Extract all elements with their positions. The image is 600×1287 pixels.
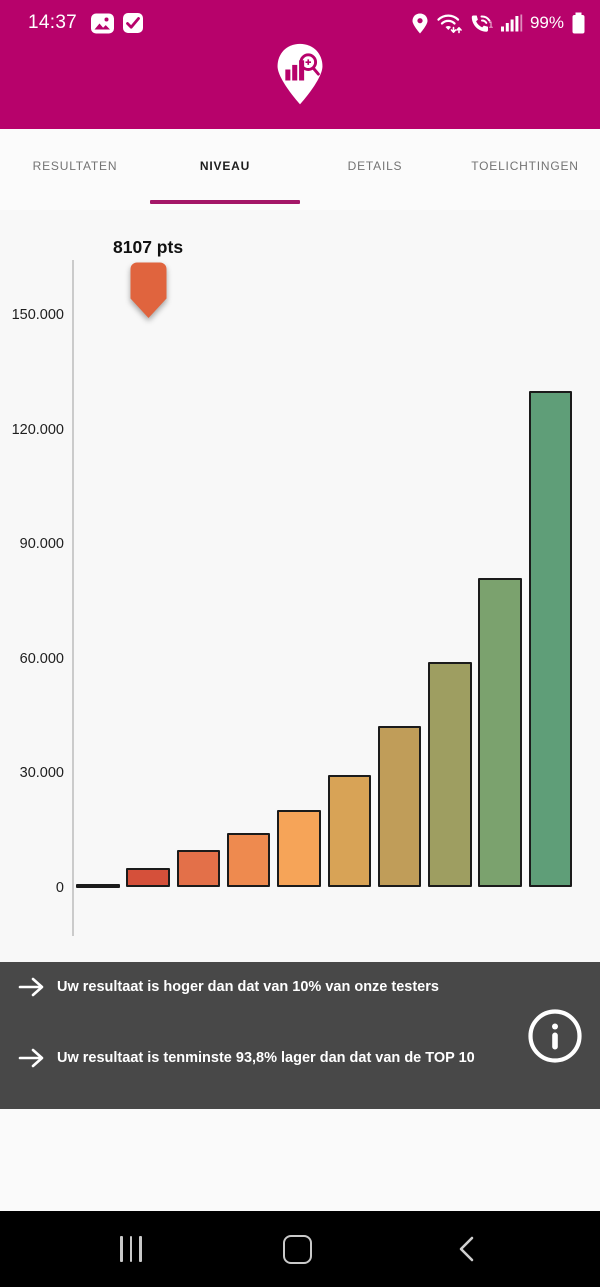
level-bar-chart: 8107 pts 0 30.000 60.000 90.000 120.000 150.0… [0,210,600,962]
chart-bar [327,775,371,888]
status-bar: 14:37 [0,0,600,46]
insight-item: Uw resultaat is hoger dan dat van 10% va… [18,975,504,999]
app-logo [277,43,323,105]
battery-percent: 99% [529,13,564,32]
score-label: 8107 pts [113,237,184,257]
chart-bar [277,809,321,888]
back-chevron-icon [459,1236,474,1262]
recents-icon [120,1236,142,1262]
chart-bar [176,850,221,888]
y-tick-label: 90.000 [19,536,64,552]
chart-bar [377,726,422,888]
chart-bar [478,577,522,888]
insights-panel: Uw resultaat is hoger dan dat van 10% va… [0,962,600,1109]
signal-icon [500,14,523,32]
tab-niveau[interactable]: NIVEAU [199,158,251,173]
insight-text: Uw resultaat is tenminste 93,8% lager da… [57,1050,475,1066]
chart-bar [226,832,271,888]
tab-bar: RESULTATEN NIVEAU DETAILS TOELICHTINGEN [0,129,600,210]
chart-bar [126,868,170,888]
insight-item: Uw resultaat is tenminste 93,8% lager da… [18,1046,504,1070]
score-marker-icon [130,262,167,318]
android-nav-bar [0,1211,600,1287]
chart-bar [428,662,472,888]
tab-toelichtingen[interactable]: TOELICHTINGEN [471,158,579,173]
y-tick-label: 60.000 [19,650,64,667]
checkbox-icon [123,13,144,33]
home-button[interactable] [262,1211,332,1287]
y-tick-label: 120.000 [11,421,64,438]
y-tick-label: 30.000 [19,765,64,781]
info-icon[interactable] [526,1007,584,1065]
gallery-icon [91,13,115,33]
insight-text: Uw resultaat is hoger dan dat van 10% va… [57,979,439,995]
wifi-icon [437,14,462,34]
tab-resultaten[interactable]: RESULTATEN [32,158,118,173]
y-axis [72,260,74,936]
arrow-right-icon [18,1048,44,1068]
home-icon [282,1234,312,1264]
wifi-calling-icon: 1 [471,15,493,32]
recents-button[interactable] [96,1211,166,1287]
chart-bar [528,390,573,888]
arrow-right-icon [18,977,44,997]
tab-details[interactable]: DETAILS [347,158,403,173]
active-tab-underline [150,200,300,204]
svg-text:1: 1 [488,19,493,29]
status-time: 14:37 [28,12,78,33]
content-spacer [0,1109,600,1211]
back-button[interactable] [432,1211,502,1287]
app-header: 14:37 [0,0,600,129]
y-tick-label: 0 [55,879,64,896]
y-tick-label: 150.000 [11,307,64,323]
chart-bar [76,884,120,888]
battery-icon [572,12,585,34]
location-icon [412,13,428,33]
